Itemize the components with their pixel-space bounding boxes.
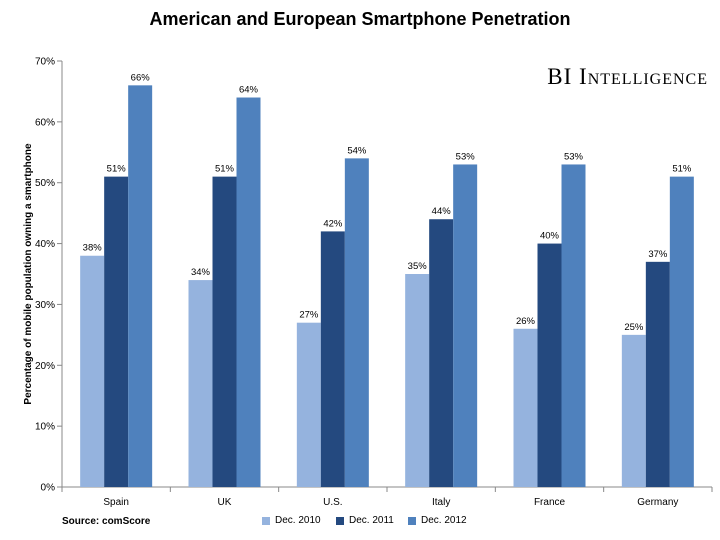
bar [128,85,153,487]
legend-label: Dec. 2011 [349,515,394,526]
data-label: 54% [347,145,367,156]
bar [296,322,321,487]
y-tick-label: 10% [35,422,55,433]
bar [429,219,454,487]
x-tick-label: Germany [637,497,678,508]
x-tick-label: Spain [103,497,129,508]
bar [212,176,237,487]
legend-item-dec-2012: Dec. 2012 [408,515,467,526]
bar [453,164,478,487]
data-label: 37% [648,249,668,260]
bar [320,231,345,487]
y-axis-title: Percentage of mobile population owning a… [23,143,34,405]
bar [621,334,646,487]
data-label: 27% [299,310,319,321]
bar [188,280,213,487]
data-label: 53% [564,151,584,162]
x-tick-label: U.S. [323,497,342,508]
bar [561,164,586,487]
brand-logo: BI Intelligence [547,64,708,89]
data-label: 51% [107,164,127,175]
data-label: 40% [540,231,560,242]
bar [537,243,562,487]
legend-item-dec-2011: Dec. 2011 [336,515,394,526]
legend: Dec. 2010 Dec. 2011 Dec. 2012 [0,515,720,535]
legend-swatch [336,516,344,525]
data-label: 51% [215,164,235,175]
y-tick-label: 60% [35,117,55,128]
x-tick-label: UK [218,497,232,508]
bar [669,176,694,487]
source-note: Source: comScore [62,516,151,527]
data-label: 26% [516,316,536,327]
bar [104,176,129,487]
x-tick-label: Italy [432,497,450,508]
y-tick-label: 50% [35,178,55,189]
data-label: 53% [456,151,476,162]
data-label: 51% [672,164,692,175]
data-label: 35% [408,261,428,272]
y-tick-label: 30% [35,300,55,311]
y-tick-label: 40% [35,239,55,250]
x-tick-label: France [534,497,566,508]
chart-title: American and European Smartphone Penetra… [149,9,571,29]
bar [236,97,261,487]
legend-label: Dec. 2012 [421,515,467,526]
data-label: 42% [323,218,343,229]
y-tick-label: 0% [41,483,56,494]
bar [645,261,670,487]
y-tick-label: 70% [35,57,55,68]
y-tick-label: 20% [35,361,55,372]
legend-label: Dec. 2010 [275,515,321,526]
legend-item-dec-2010: Dec. 2010 [262,515,321,526]
bar [513,328,538,487]
data-label: 34% [191,267,211,278]
bar [344,158,369,487]
bar [80,255,105,487]
data-label: 66% [131,72,151,83]
legend-swatch [262,516,270,525]
data-label: 44% [432,206,452,217]
data-label: 64% [239,85,259,96]
bar [405,274,430,487]
legend-swatch [408,516,416,525]
data-label: 25% [624,322,644,333]
data-label: 38% [83,243,103,254]
